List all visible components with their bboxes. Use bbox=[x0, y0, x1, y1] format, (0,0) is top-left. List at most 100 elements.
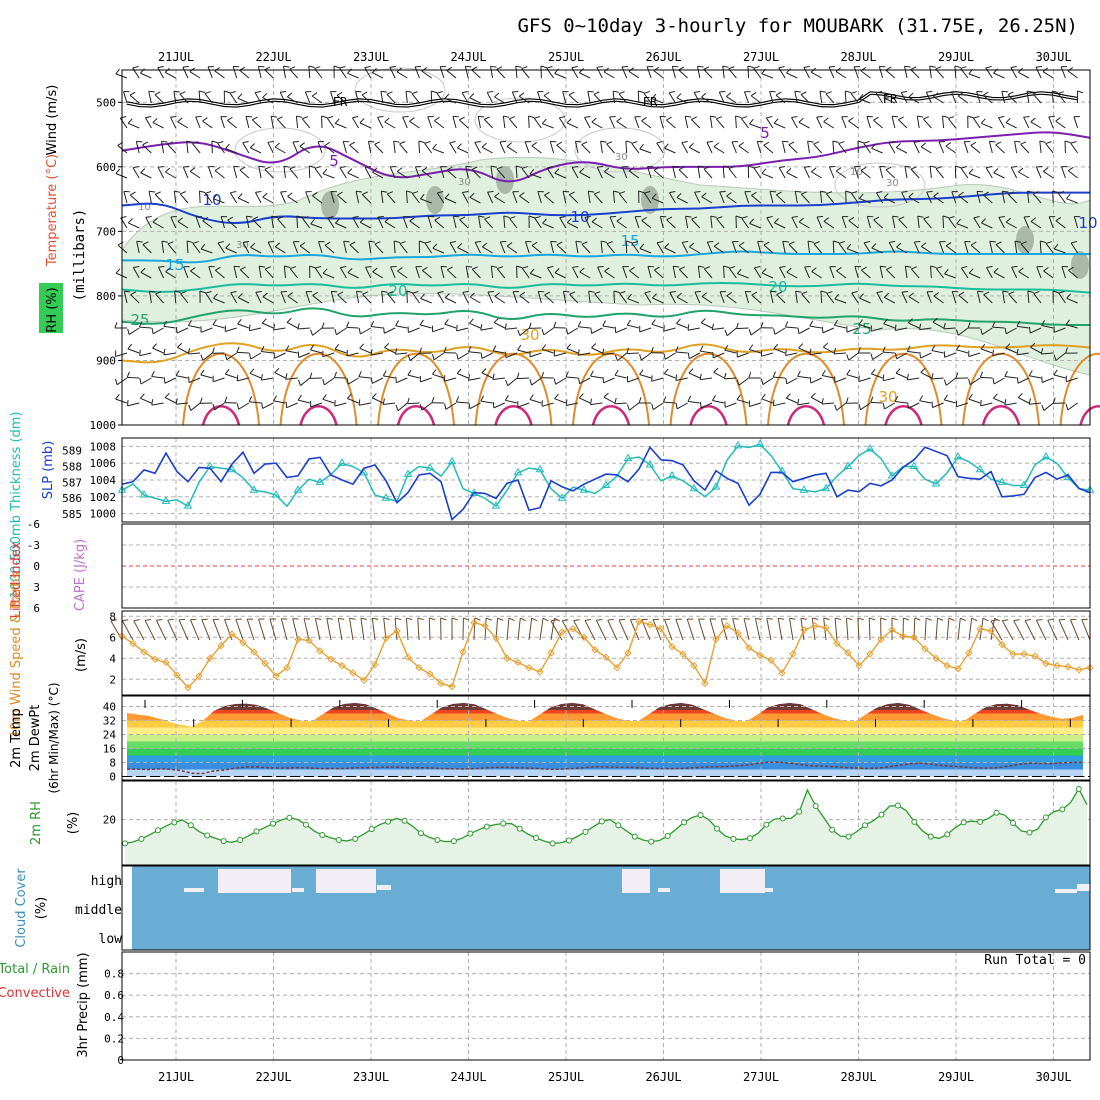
upper-wind-barb bbox=[774, 222, 786, 229]
temp-band bbox=[127, 703, 1083, 707]
surface-wind-barb bbox=[1013, 620, 1025, 641]
upper-wind-barb-flag bbox=[861, 266, 867, 271]
surface-wind-barb-flag bbox=[531, 617, 538, 622]
upper-wind-barb-flag bbox=[1040, 240, 1047, 244]
upper-wind-barb bbox=[468, 377, 481, 381]
upper-wind-barb bbox=[444, 98, 457, 104]
upper-wind-barb-flag bbox=[591, 343, 597, 349]
thickness-tick: 586 bbox=[62, 492, 82, 505]
upper-wind-barb-flag bbox=[287, 292, 293, 297]
upper-wind-barb bbox=[214, 170, 225, 179]
upper-wind-barb bbox=[627, 298, 640, 304]
thickness-marker bbox=[249, 485, 259, 493]
upper-wind-barb bbox=[262, 322, 274, 329]
upper-wind-barb-flag bbox=[876, 190, 883, 194]
upper-wind-barb-flag bbox=[349, 141, 356, 146]
upper-wind-barb bbox=[643, 192, 652, 204]
upper-wind-barb-flag bbox=[985, 65, 992, 69]
surface-wind-barb-flag bbox=[766, 617, 773, 620]
upper-wind-barb-flag bbox=[352, 215, 359, 218]
rh2m-marker bbox=[615, 822, 622, 829]
upper-wind-barb bbox=[311, 95, 323, 104]
upper-wind-barb-flag bbox=[579, 267, 585, 273]
upper-wind-barb bbox=[964, 241, 969, 254]
upper-wind-barb-flag bbox=[419, 347, 422, 354]
upper-wind-barb-flag bbox=[518, 92, 525, 97]
upper-wind-barb-flag bbox=[1065, 347, 1068, 354]
upper-wind-barb bbox=[980, 376, 993, 379]
upper-wind-barb-flag bbox=[575, 240, 582, 243]
upper-wind-barb-flag bbox=[594, 291, 601, 295]
upper-wind-barb-flag bbox=[992, 349, 994, 356]
date-label-bottom: 27JUL bbox=[743, 1070, 779, 1084]
upper-wind-barb-flag bbox=[115, 68, 120, 75]
surface-wind-barb bbox=[607, 619, 618, 641]
upper-wind-barb-flag bbox=[797, 398, 800, 405]
wind-speed-marker bbox=[976, 625, 984, 633]
upper-wind-barb-flag bbox=[187, 320, 192, 326]
upper-wind-barb bbox=[389, 166, 396, 179]
upper-wind-barb bbox=[603, 396, 615, 404]
surface-wind-barb-flag bbox=[778, 617, 785, 620]
upper-wind-barb-flag bbox=[958, 191, 964, 197]
upper-wind-barb bbox=[214, 70, 225, 79]
upper-wind-barb bbox=[225, 247, 237, 254]
upper-wind-barb bbox=[749, 402, 761, 407]
temp-band bbox=[127, 762, 1083, 770]
upper-wind-barb bbox=[860, 170, 871, 179]
upper-wind-barb bbox=[274, 372, 286, 379]
upper-wind-barb bbox=[574, 141, 579, 154]
upper-wind-barb bbox=[854, 266, 859, 279]
upper-wind-barb bbox=[778, 67, 786, 79]
rh-contour bbox=[354, 67, 446, 113]
upper-wind-barb bbox=[603, 377, 615, 384]
upper-wind-barb-flag bbox=[227, 216, 234, 221]
surface-wind-barb bbox=[539, 618, 544, 641]
upper-wind-barb-flag bbox=[639, 354, 642, 361]
upper-wind-barb-flag bbox=[349, 241, 356, 246]
stability-frame bbox=[121, 523, 1091, 609]
upper-wind-barb bbox=[258, 266, 262, 279]
upper-wind-barb-flag bbox=[833, 240, 840, 244]
thickness-marker bbox=[271, 490, 281, 498]
surface-wind-barb bbox=[834, 618, 838, 641]
upper-wind-barb-flag bbox=[248, 324, 251, 331]
temp-band bbox=[127, 755, 1083, 763]
thickness-marker bbox=[425, 463, 435, 471]
upper-wind-barb-flag bbox=[333, 65, 340, 69]
upper-wind-barb-flag bbox=[651, 93, 657, 100]
upper-wind-barb bbox=[700, 350, 713, 354]
isotherm-40-dome bbox=[494, 405, 533, 426]
upper-wind-barb bbox=[1001, 191, 1005, 204]
upper-wind-barb bbox=[872, 352, 883, 360]
wind-speed-marker bbox=[349, 669, 357, 677]
upper-wind-barb bbox=[891, 116, 896, 129]
upper-wind-barb-flag bbox=[217, 141, 224, 144]
upper-wind-barb bbox=[229, 192, 238, 204]
upper-wind-barb-flag bbox=[362, 291, 369, 295]
upper-wind-barb bbox=[765, 117, 774, 129]
upper-wind-barb bbox=[531, 145, 542, 154]
upper-wind-barb bbox=[773, 348, 786, 354]
upper-wind-barb-flag bbox=[271, 215, 278, 218]
isotherm-40-dome bbox=[396, 405, 436, 426]
rh2m-marker bbox=[154, 827, 161, 834]
upper-wind-barb bbox=[1054, 327, 1066, 333]
upper-wind-barb bbox=[128, 222, 140, 229]
upper-wind-barb-flag bbox=[260, 345, 265, 352]
upper-wind-barb bbox=[566, 122, 579, 129]
isotherm-20 bbox=[121, 281, 1091, 294]
upper-wind-barb-flag bbox=[650, 346, 654, 353]
upper-wind-barb-flag bbox=[760, 378, 764, 385]
surface-wind-barb bbox=[595, 620, 607, 641]
rh2m-marker bbox=[598, 818, 605, 825]
upper-wind-barb bbox=[838, 242, 847, 254]
upper-wind-barb-flag bbox=[192, 141, 199, 145]
precip-axis-label: 3hr Precip (mm) bbox=[76, 952, 91, 1057]
upper-wind-barb-flag bbox=[845, 397, 849, 404]
upper-wind-barb-flag bbox=[992, 321, 996, 328]
upper-wind-barb-flag bbox=[1041, 404, 1045, 411]
wind-speed-marker bbox=[1053, 661, 1061, 670]
surface-wind-barb bbox=[845, 618, 849, 641]
upper-wind-barb bbox=[913, 241, 920, 254]
